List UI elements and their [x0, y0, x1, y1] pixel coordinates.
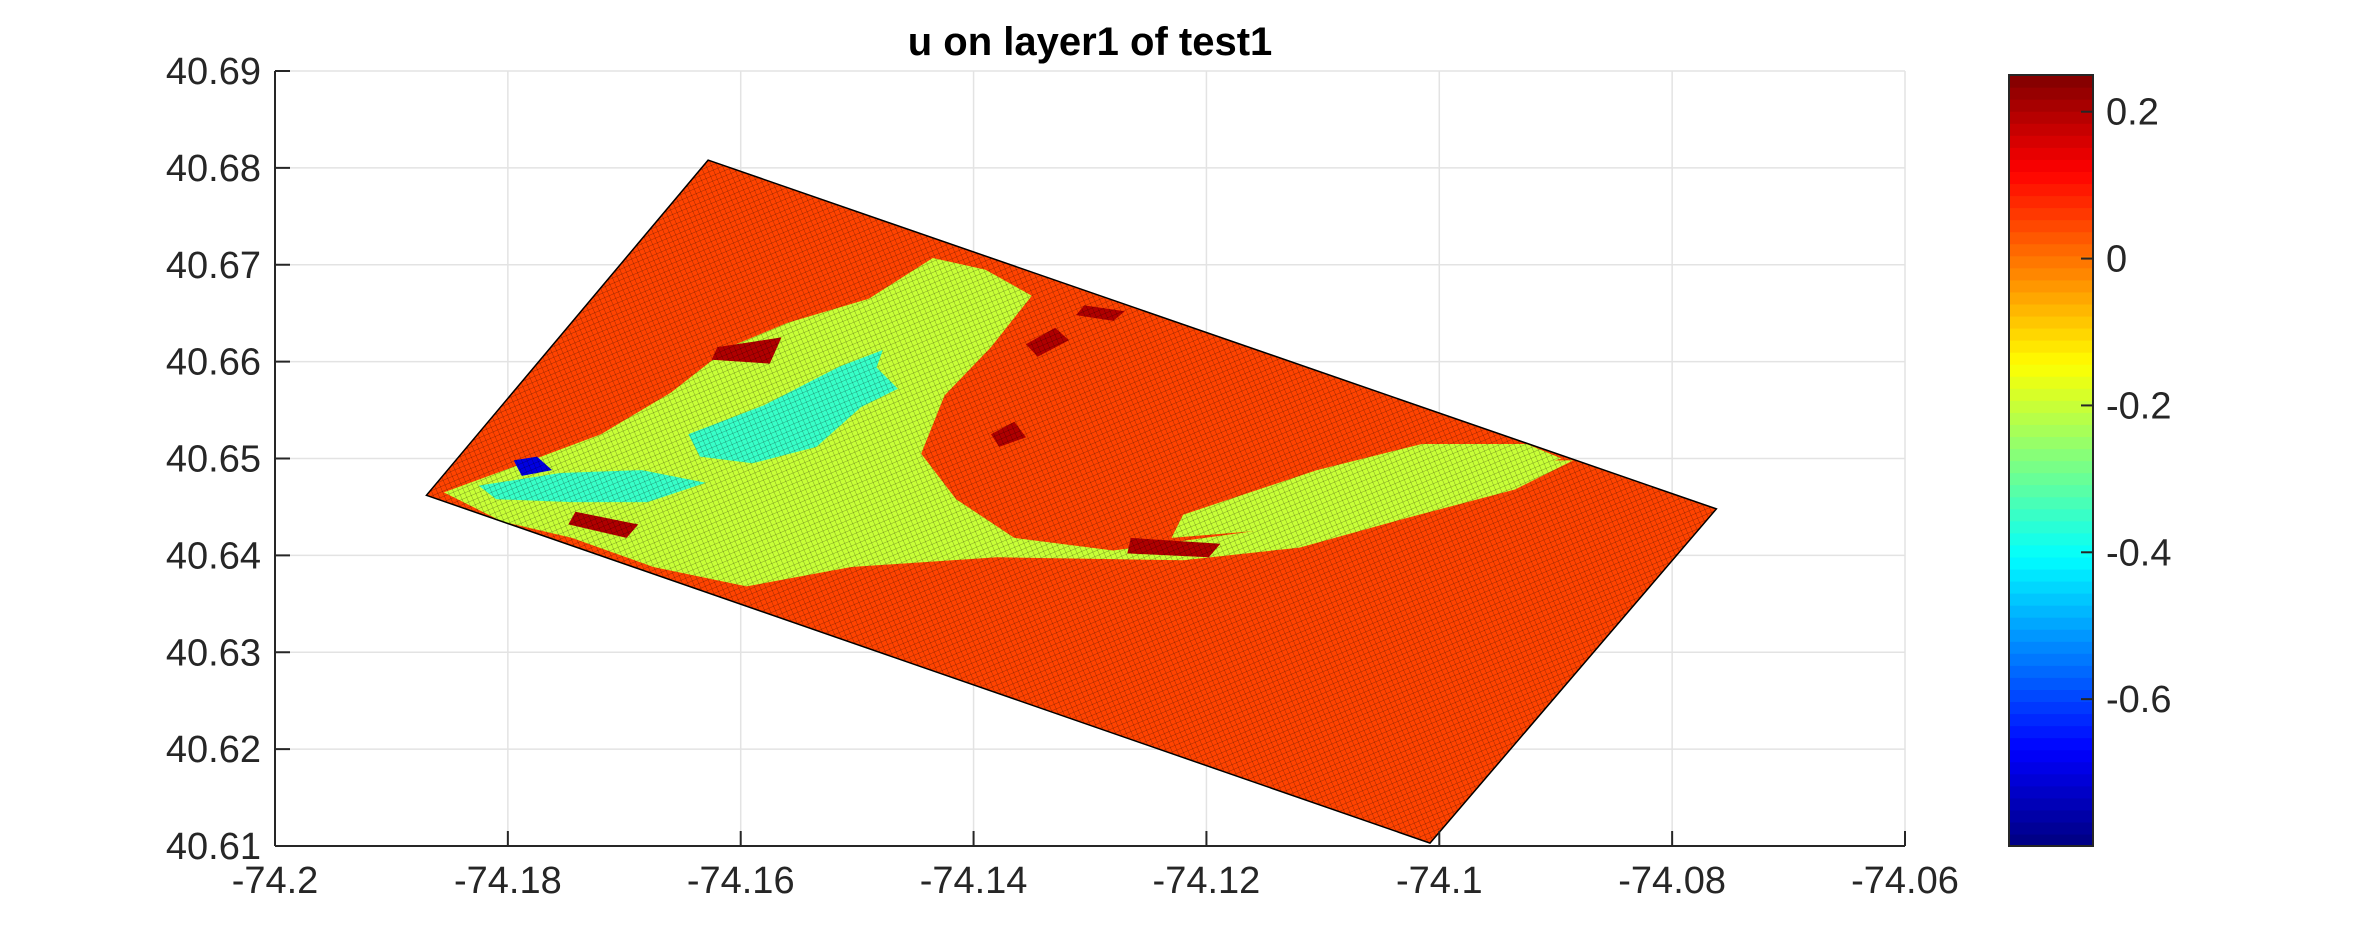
colorbar: 0.2 0 -0.2 -0.4 -0.6: [2008, 74, 2171, 847]
y-tick-label: 40.62: [166, 729, 261, 771]
colorbar-tick-label: 0: [2106, 239, 2127, 281]
colorbar-segment: [2009, 508, 2093, 522]
colorbar-segment: [2009, 291, 2093, 305]
colorbar-segment: [2009, 243, 2093, 257]
colorbar-segment: [2009, 593, 2093, 606]
colorbar-tick-label: -0.2: [2106, 385, 2171, 427]
x-tick-label: -74.06: [1851, 860, 1959, 902]
colorbar-segment: [2009, 87, 2093, 100]
colorbar-segment: [2009, 364, 2093, 377]
colorbar-segment: [2009, 809, 2093, 823]
mesh-edges: [426, 160, 1717, 844]
x-tick-label: -74.08: [1618, 860, 1726, 902]
x-tick-label: -74.14: [920, 860, 1028, 902]
colorbar-segment: [2009, 653, 2093, 666]
colorbar-segment: [2009, 472, 2093, 486]
colorbar-segment: [2009, 833, 2093, 847]
colorbar-segment: [2009, 605, 2093, 618]
colorbar-segment: [2009, 677, 2093, 690]
colorbar-tick-label: 0.2: [2106, 92, 2159, 134]
colorbar-segment: [2009, 315, 2093, 329]
colorbar-segment: [2009, 412, 2093, 425]
colorbar-tick-label: -0.6: [2106, 679, 2171, 721]
colorbar-segment: [2009, 303, 2093, 317]
surface-plot: [425, 159, 1718, 844]
y-tick-label: 40.64: [166, 535, 261, 577]
colorbar-segment: [2009, 448, 2093, 462]
colorbar-segment: [2009, 821, 2093, 835]
colorbar-segment: [2009, 532, 2093, 546]
colorbar-segment: [2009, 135, 2093, 148]
domain-outline: [425, 159, 1718, 844]
colorbar-segment: [2009, 436, 2093, 450]
y-tick-label: 40.68: [166, 148, 261, 190]
colorbar-segment: [2009, 219, 2093, 233]
colorbar-segment: [2009, 785, 2093, 799]
x-tick-label: -74.12: [1153, 860, 1261, 902]
colorbar-segment: [2009, 773, 2093, 787]
y-tick-label: 40.67: [166, 245, 261, 287]
colorbar-segment: [2009, 520, 2093, 534]
colorbar-segment: [2009, 267, 2093, 281]
colorbar-segment: [2009, 75, 2093, 88]
colorbar-segment: [2009, 701, 2093, 715]
colorbar-segment: [2009, 183, 2093, 197]
colorbar-segment: [2009, 195, 2093, 209]
colorbar-segment: [2009, 123, 2093, 136]
colorbar-segment: [2009, 460, 2093, 474]
colorbar-segment: [2009, 99, 2093, 112]
y-tick-label: 40.63: [166, 632, 261, 674]
colorbar-segment: [2009, 797, 2093, 811]
colorbar-segment: [2009, 424, 2093, 438]
colorbar-segment: [2009, 255, 2093, 269]
colorbar-segment: [2009, 388, 2093, 401]
colorbar-segment: [2009, 749, 2093, 763]
colorbar-segment: [2009, 725, 2093, 739]
y-axis-ticks: 40.61 40.62 40.63 40.64 40.65 40.66 40.67 40.68…: [166, 51, 290, 868]
colorbar-segment: [2009, 376, 2093, 389]
colorbar-segment: [2009, 568, 2093, 582]
colorbar-segment: [2009, 231, 2093, 245]
colorbar-segment: [2009, 689, 2093, 703]
x-axis-ticks: -74.2 -74.18 -74.16 -74.14 -74.12 -74.1 -74.08…: [232, 831, 1959, 902]
colorbar-segment: [2009, 544, 2093, 558]
colorbar-segment: [2009, 400, 2093, 413]
y-tick-label: 40.61: [166, 826, 261, 868]
colorbar-segment: [2009, 111, 2093, 124]
colorbar-tick-label: -0.4: [2106, 532, 2171, 574]
x-tick-label: -74.1: [1396, 860, 1483, 902]
colorbar-segment: [2009, 641, 2093, 654]
colorbar-segment: [2009, 556, 2093, 570]
x-tick-label: -74.18: [454, 860, 562, 902]
y-tick-label: 40.65: [166, 439, 261, 481]
colorbar-segment: [2009, 171, 2093, 185]
colorbar-segment: [2009, 496, 2093, 510]
colorbar-segment: [2009, 327, 2093, 341]
x-tick-label: -74.2: [232, 860, 319, 902]
colorbar-segment: [2009, 617, 2093, 630]
colorbar-segment: [2009, 665, 2093, 678]
colorbar-segment: [2009, 279, 2093, 293]
colorbar-segment: [2009, 147, 2093, 160]
colorbar-segment: [2009, 484, 2093, 498]
colorbar-segment: [2009, 340, 2093, 353]
colorbar-segment: [2009, 159, 2093, 172]
colorbar-segment: [2009, 761, 2093, 775]
x-tick-label: -74.16: [687, 860, 795, 902]
y-tick-label: 40.66: [166, 342, 261, 384]
colorbar-segment: [2009, 737, 2093, 751]
colorbar-frame: [2008, 74, 2094, 847]
colorbar-segment: [2009, 580, 2093, 594]
colorbar-segment: [2009, 352, 2093, 365]
chart-title: u on layer1 of test1: [908, 20, 1273, 64]
y-tick-label: 40.69: [166, 51, 261, 93]
colorbar-segment: [2009, 713, 2093, 727]
colorbar-segment: [2009, 629, 2093, 642]
colorbar-segment: [2009, 207, 2093, 221]
